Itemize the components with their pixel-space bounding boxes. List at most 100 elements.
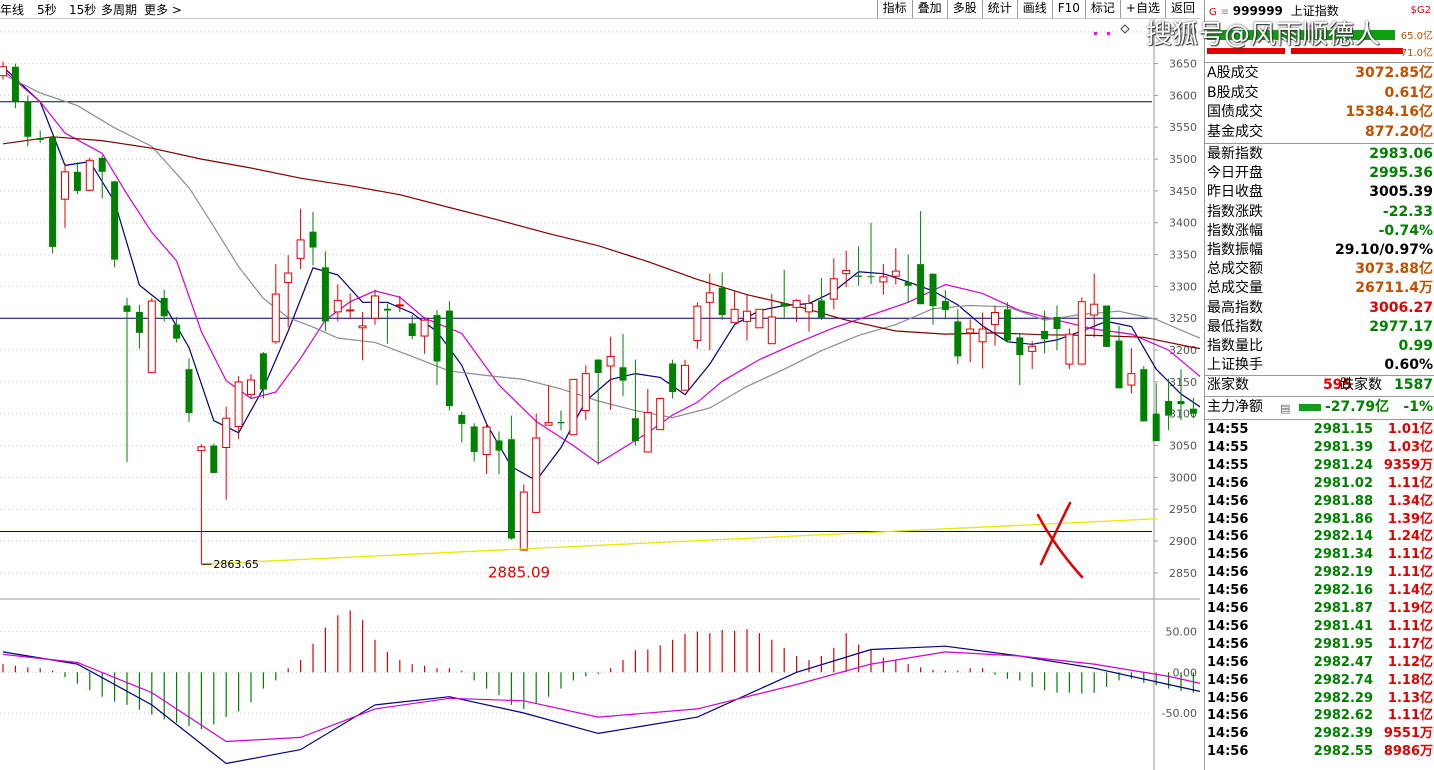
multi-stock-button[interactable]: 多股 (946, 0, 982, 18)
period-15s[interactable]: 15秒 (69, 3, 97, 17)
candle (433, 309, 441, 386)
candle-body (247, 379, 255, 396)
candle (581, 365, 590, 421)
f10-button[interactable]: F10 (1051, 0, 1085, 18)
trade-row: 14:56 2982.14 1.24亿 (1205, 528, 1434, 546)
trade-volume: 9551万 (1383, 726, 1433, 742)
candle (420, 316, 429, 354)
candle (135, 304, 143, 349)
candle-body (991, 312, 999, 326)
kline-chart[interactable]: 2850290029503000305031003150320032503300… (0, 19, 1200, 770)
candle-body (904, 281, 912, 286)
quote-row: 指数振幅 29.10/0.97% (1205, 241, 1434, 260)
candle (1103, 305, 1111, 347)
candle-body (284, 272, 293, 284)
quote-value: 2977.17 (1369, 318, 1433, 335)
candle-body (61, 171, 69, 200)
period-multi[interactable]: 多周期 (101, 3, 138, 17)
divider (1205, 143, 1434, 144)
quote-row: 上证换手 0.60% (1205, 356, 1434, 375)
candle (1177, 369, 1185, 421)
trade-volume: 1.34亿 (1387, 493, 1433, 509)
candle (805, 294, 813, 332)
quote-label: 指数涨幅 (1207, 222, 1263, 239)
candle-body (507, 439, 515, 539)
moving-average-line (2, 136, 1200, 350)
quote-row: 昨日收盘 3005.39 (1205, 183, 1434, 202)
period-year[interactable]: 年线 (0, 3, 25, 17)
candle-body (743, 310, 751, 322)
trade-volume: 8986万 (1383, 744, 1433, 760)
candle-body (1127, 373, 1136, 386)
cross-mark-icon (1036, 501, 1084, 579)
draw-line-button[interactable]: 画线 (1016, 0, 1052, 18)
quote-label: 最高指数 (1207, 299, 1263, 316)
back-button[interactable]: 返回 (1164, 0, 1200, 18)
candle-body (470, 426, 478, 452)
price-tick-label: 3650 (1169, 58, 1197, 71)
index-code: 999999 (1232, 4, 1283, 18)
period-more[interactable]: 更多 > (144, 3, 182, 17)
price-tick-label: 3150 (1169, 376, 1197, 389)
quote-value: -0.74% (1378, 222, 1433, 239)
price-tick-label: 3400 (1169, 217, 1197, 230)
overlay-button[interactable]: 叠加 (911, 0, 947, 18)
period-5s[interactable]: 5秒 (37, 3, 57, 17)
quote-label: 总成交量 (1207, 280, 1263, 297)
candle-body (978, 328, 987, 343)
mark-button[interactable]: 标记 (1084, 0, 1120, 18)
price-tick-label: 3500 (1169, 153, 1197, 166)
candle (234, 376, 243, 440)
add-favorite-button[interactable]: +自选 (1119, 0, 1165, 18)
quote-label: 指数涨跌 (1207, 203, 1263, 220)
trade-price: 2982.55 (1313, 744, 1373, 760)
candle (470, 423, 478, 462)
trade-time: 14:56 (1207, 493, 1249, 509)
trade-price: 2981.15 (1313, 422, 1373, 437)
candle (817, 278, 825, 321)
divider (1205, 375, 1434, 376)
price-tick-label: 3000 (1169, 471, 1197, 484)
outflow-bar-right (1291, 48, 1403, 54)
trade-volume: 1.11亿 (1387, 708, 1433, 724)
indicator-button[interactable]: 指标 (876, 0, 912, 18)
candle-body (805, 303, 813, 313)
candle (705, 273, 714, 351)
candle (173, 316, 181, 343)
breadth-row: 涨家数 595 跌家数 1587 (1205, 376, 1434, 395)
candle (197, 444, 206, 564)
divider (1205, 62, 1434, 63)
candle (1152, 383, 1160, 442)
trade-price: 2981.39 (1313, 439, 1373, 455)
candle-body (371, 295, 379, 319)
candle-body (135, 311, 143, 333)
index-name: 上证指数 (1290, 4, 1339, 18)
trade-row: 14:56 2982.39 9551万 (1205, 725, 1434, 743)
list-icon[interactable]: ▤ (1280, 402, 1291, 415)
candle (1165, 378, 1173, 431)
turnover-row: 国债成交 15384.16亿 (1205, 103, 1434, 122)
candle (532, 413, 541, 513)
candle-body (829, 278, 838, 300)
group-badge: $G2 (1410, 5, 1431, 16)
quote-row: 指数量比 0.99 (1205, 337, 1434, 356)
trade-volume: 9359万 (1383, 457, 1433, 473)
trade-price: 2982.16 (1313, 583, 1373, 599)
quote-row: 最新指数 2983.06 (1205, 145, 1434, 164)
candle-body (780, 302, 788, 307)
candle (495, 431, 503, 475)
candle-body (879, 276, 888, 283)
up-count-label: 涨家数 (1207, 377, 1249, 393)
trade-price: 2981.41 (1313, 618, 1373, 634)
trade-row: 14:56 2982.47 1.12亿 (1205, 654, 1434, 672)
candle-body (309, 231, 317, 248)
tool-buttons: 指标 叠加 多股 统计 画线 F10 标记 +自选 返回 (876, 0, 1200, 18)
trade-time: 14:56 (1207, 654, 1249, 670)
trade-row: 14:56 2981.41 1.11亿 (1205, 618, 1434, 636)
candle-body (0, 66, 7, 77)
candle (309, 211, 317, 266)
trade-volume: 1.14亿 (1387, 583, 1433, 599)
candle-body (557, 422, 565, 424)
candle-body (173, 324, 181, 339)
statistics-button[interactable]: 统计 (981, 0, 1017, 18)
